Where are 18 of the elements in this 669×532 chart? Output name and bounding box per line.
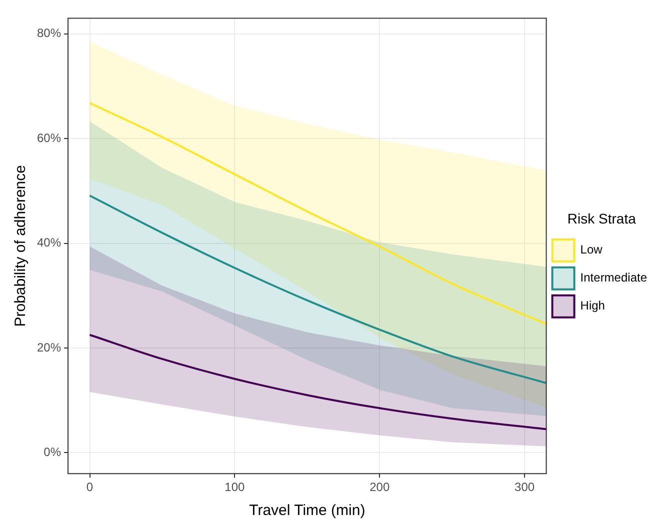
y-tick-label: 40% bbox=[36, 236, 62, 250]
legend-label: Intermediate bbox=[580, 270, 648, 285]
y-tick-label: 0% bbox=[44, 444, 62, 459]
y-tick-label: 80% bbox=[36, 26, 62, 40]
legend-title: Risk Strata bbox=[567, 210, 636, 226]
x-tick-label: 300 bbox=[514, 480, 535, 494]
legend-label: Low bbox=[580, 242, 603, 257]
y-tick-label: 20% bbox=[36, 340, 62, 354]
y-axis-title: Probability of adherence bbox=[12, 165, 30, 327]
x-axis-title: Travel Time (min) bbox=[249, 502, 366, 520]
legend-label: High bbox=[580, 298, 605, 313]
line-series bbox=[88, 334, 546, 430]
x-tick-label: 200 bbox=[370, 480, 390, 494]
line-series bbox=[88, 194, 546, 384]
x-tick-label: 100 bbox=[224, 480, 246, 494]
y-tick-label: 60% bbox=[36, 130, 62, 145]
line-series bbox=[88, 102, 546, 325]
x-tick-label: 0 bbox=[86, 480, 94, 494]
